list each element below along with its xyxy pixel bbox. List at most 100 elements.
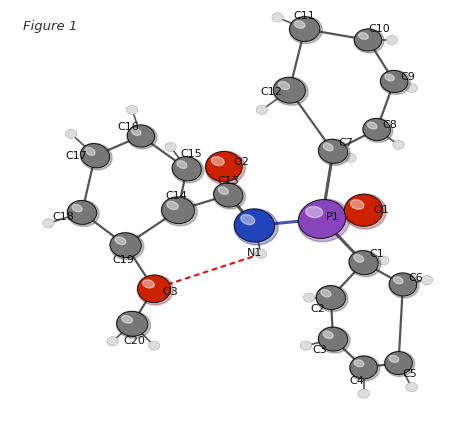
Ellipse shape [127, 125, 155, 147]
Ellipse shape [273, 78, 305, 103]
Ellipse shape [213, 183, 246, 209]
Ellipse shape [344, 194, 386, 229]
Text: C9: C9 [401, 72, 416, 82]
Ellipse shape [67, 200, 99, 226]
Ellipse shape [319, 327, 348, 351]
Ellipse shape [177, 161, 187, 168]
Ellipse shape [289, 17, 322, 43]
Text: C5: C5 [402, 369, 417, 379]
Ellipse shape [148, 341, 160, 350]
Ellipse shape [421, 276, 433, 285]
Ellipse shape [43, 219, 54, 228]
Ellipse shape [350, 356, 377, 379]
Ellipse shape [161, 197, 197, 226]
Ellipse shape [393, 140, 404, 149]
Ellipse shape [143, 280, 155, 288]
Ellipse shape [167, 201, 178, 209]
Ellipse shape [385, 74, 394, 81]
Ellipse shape [162, 197, 194, 223]
Ellipse shape [354, 29, 382, 51]
Ellipse shape [127, 105, 138, 114]
Ellipse shape [294, 21, 305, 28]
Ellipse shape [137, 275, 173, 305]
Ellipse shape [406, 84, 417, 92]
Ellipse shape [279, 81, 290, 89]
Ellipse shape [110, 233, 144, 260]
Ellipse shape [256, 105, 267, 114]
Text: C10: C10 [368, 24, 390, 34]
Ellipse shape [323, 143, 333, 151]
Ellipse shape [137, 275, 171, 303]
Ellipse shape [299, 200, 346, 238]
Ellipse shape [116, 311, 150, 338]
Ellipse shape [389, 273, 417, 296]
Ellipse shape [350, 200, 364, 209]
Ellipse shape [298, 199, 350, 242]
Ellipse shape [67, 201, 97, 224]
Text: C17: C17 [66, 151, 88, 161]
Ellipse shape [319, 139, 347, 163]
Ellipse shape [386, 35, 398, 45]
Ellipse shape [393, 277, 403, 284]
Text: C2: C2 [310, 304, 325, 314]
Text: C12: C12 [260, 88, 282, 97]
Ellipse shape [81, 144, 109, 168]
Ellipse shape [72, 205, 82, 212]
Text: C19: C19 [112, 255, 135, 265]
Text: C11: C11 [294, 11, 316, 21]
Ellipse shape [363, 118, 391, 141]
Text: O2: O2 [233, 157, 249, 167]
Ellipse shape [115, 237, 126, 244]
Text: C8: C8 [383, 120, 397, 130]
Ellipse shape [306, 206, 323, 218]
Ellipse shape [406, 382, 417, 392]
Text: C16: C16 [117, 122, 139, 132]
Ellipse shape [321, 290, 331, 297]
Ellipse shape [206, 152, 242, 182]
Text: N1: N1 [247, 247, 262, 258]
Ellipse shape [350, 356, 380, 381]
Ellipse shape [122, 315, 132, 323]
Ellipse shape [354, 360, 364, 367]
Ellipse shape [358, 389, 369, 398]
Ellipse shape [384, 351, 415, 377]
Ellipse shape [241, 215, 255, 225]
Ellipse shape [303, 293, 315, 302]
Ellipse shape [385, 352, 412, 374]
Ellipse shape [318, 327, 350, 353]
Ellipse shape [301, 341, 312, 350]
Ellipse shape [345, 153, 356, 162]
Ellipse shape [255, 249, 267, 258]
Ellipse shape [132, 129, 141, 135]
Ellipse shape [363, 118, 393, 142]
Ellipse shape [272, 13, 283, 22]
Text: P1: P1 [326, 212, 340, 222]
Text: O1: O1 [373, 205, 389, 215]
Ellipse shape [349, 251, 378, 275]
Ellipse shape [380, 70, 410, 94]
Text: C13: C13 [218, 176, 239, 186]
Text: Figure 1: Figure 1 [23, 20, 77, 33]
Ellipse shape [273, 77, 308, 105]
Ellipse shape [107, 337, 118, 346]
Ellipse shape [389, 356, 399, 362]
Ellipse shape [378, 256, 389, 265]
Ellipse shape [172, 156, 204, 183]
Ellipse shape [110, 233, 141, 258]
Ellipse shape [316, 286, 346, 310]
Ellipse shape [234, 209, 274, 242]
Text: C20: C20 [123, 336, 146, 346]
Text: C4: C4 [350, 375, 365, 385]
Ellipse shape [389, 273, 419, 298]
Ellipse shape [65, 129, 77, 138]
Text: C6: C6 [409, 273, 423, 283]
Text: O3: O3 [163, 287, 179, 297]
Ellipse shape [172, 157, 201, 181]
Text: C14: C14 [165, 191, 187, 201]
Ellipse shape [323, 331, 333, 339]
Text: C18: C18 [53, 212, 74, 222]
Ellipse shape [354, 254, 364, 262]
Text: C1: C1 [369, 249, 384, 259]
Ellipse shape [219, 187, 228, 194]
Text: C7: C7 [339, 138, 354, 148]
